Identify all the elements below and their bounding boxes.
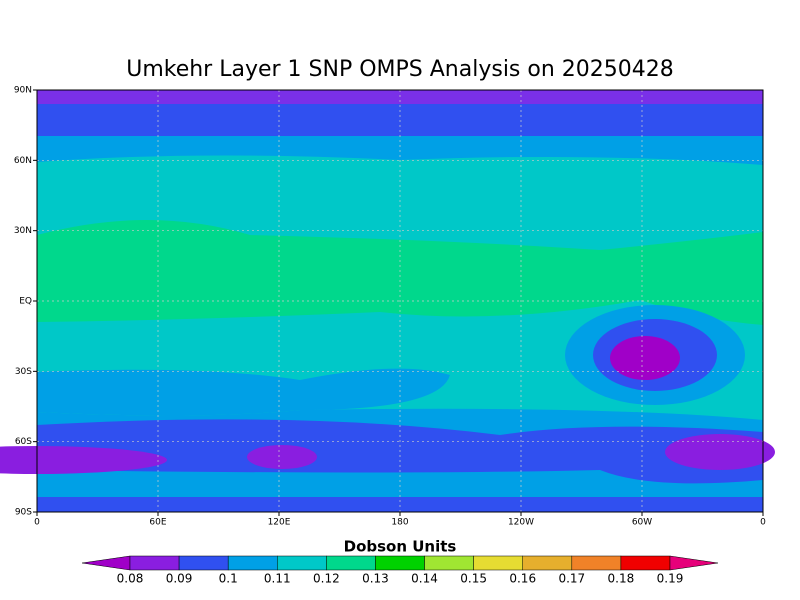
colorbar-end (81, 555, 131, 571)
colorbar-label: 0.09 (166, 572, 193, 586)
lat-tick-label: 90N (14, 86, 32, 96)
lon-tick-label: 0 (760, 518, 766, 528)
colorbar-box (424, 555, 474, 571)
colorbar-box (473, 555, 523, 571)
lon-tick-label: 120W (508, 518, 534, 528)
colorbar-label: 0.19 (657, 572, 684, 586)
colorbar-box (375, 555, 425, 571)
colorbar-label: 0.18 (608, 572, 635, 586)
colorbar-label: 0.12 (313, 572, 340, 586)
lat-tick-label: 30S (15, 367, 32, 377)
colorbar-box (326, 555, 376, 571)
colorbar-label: 0.16 (509, 572, 536, 586)
lat-tick-label: EQ (19, 297, 32, 307)
colorbar-box (178, 555, 229, 571)
map-title: Umkehr Layer 1 SNP OMPS Analysis on 2025… (126, 57, 674, 82)
colorbar: 0.08 0.09 0.1 0.11 0.12 0.13 0.14 0.15 0.16 0.17 0… (81, 555, 719, 586)
lat-tick-label: 90S (15, 508, 32, 518)
lon-tick-label: 60W (632, 518, 652, 528)
colorbar-label: 0.08 (117, 572, 144, 586)
colorbar-title: Dobson Units (344, 538, 457, 556)
lon-tick-label: 180 (391, 518, 408, 528)
colorbar-label: 0.13 (362, 572, 389, 586)
colorbar-box (571, 555, 622, 571)
lat-tick-label: 60S (15, 437, 32, 447)
map-frame (36, 89, 764, 513)
colorbar-label: 0.17 (558, 572, 585, 586)
colorbar-box (522, 555, 573, 571)
colorbar-box (620, 555, 671, 571)
lon-tick-label: 60E (149, 518, 166, 528)
lon-tick-label: 0 (34, 518, 40, 528)
colorbar-label: 0.11 (264, 572, 291, 586)
lat-tick-label: 60N (14, 156, 32, 166)
lon-tick-label: 120E (268, 518, 291, 528)
lat-tick-label: 30N (14, 226, 32, 236)
colorbar-end (669, 555, 719, 571)
colorbar-box (277, 555, 327, 571)
colorbar-label: 0.14 (411, 572, 438, 586)
colorbar-box (129, 555, 180, 571)
colorbar-label: 0.1 (219, 572, 238, 586)
colorbar-box (227, 555, 278, 571)
colorbar-label: 0.15 (460, 572, 487, 586)
